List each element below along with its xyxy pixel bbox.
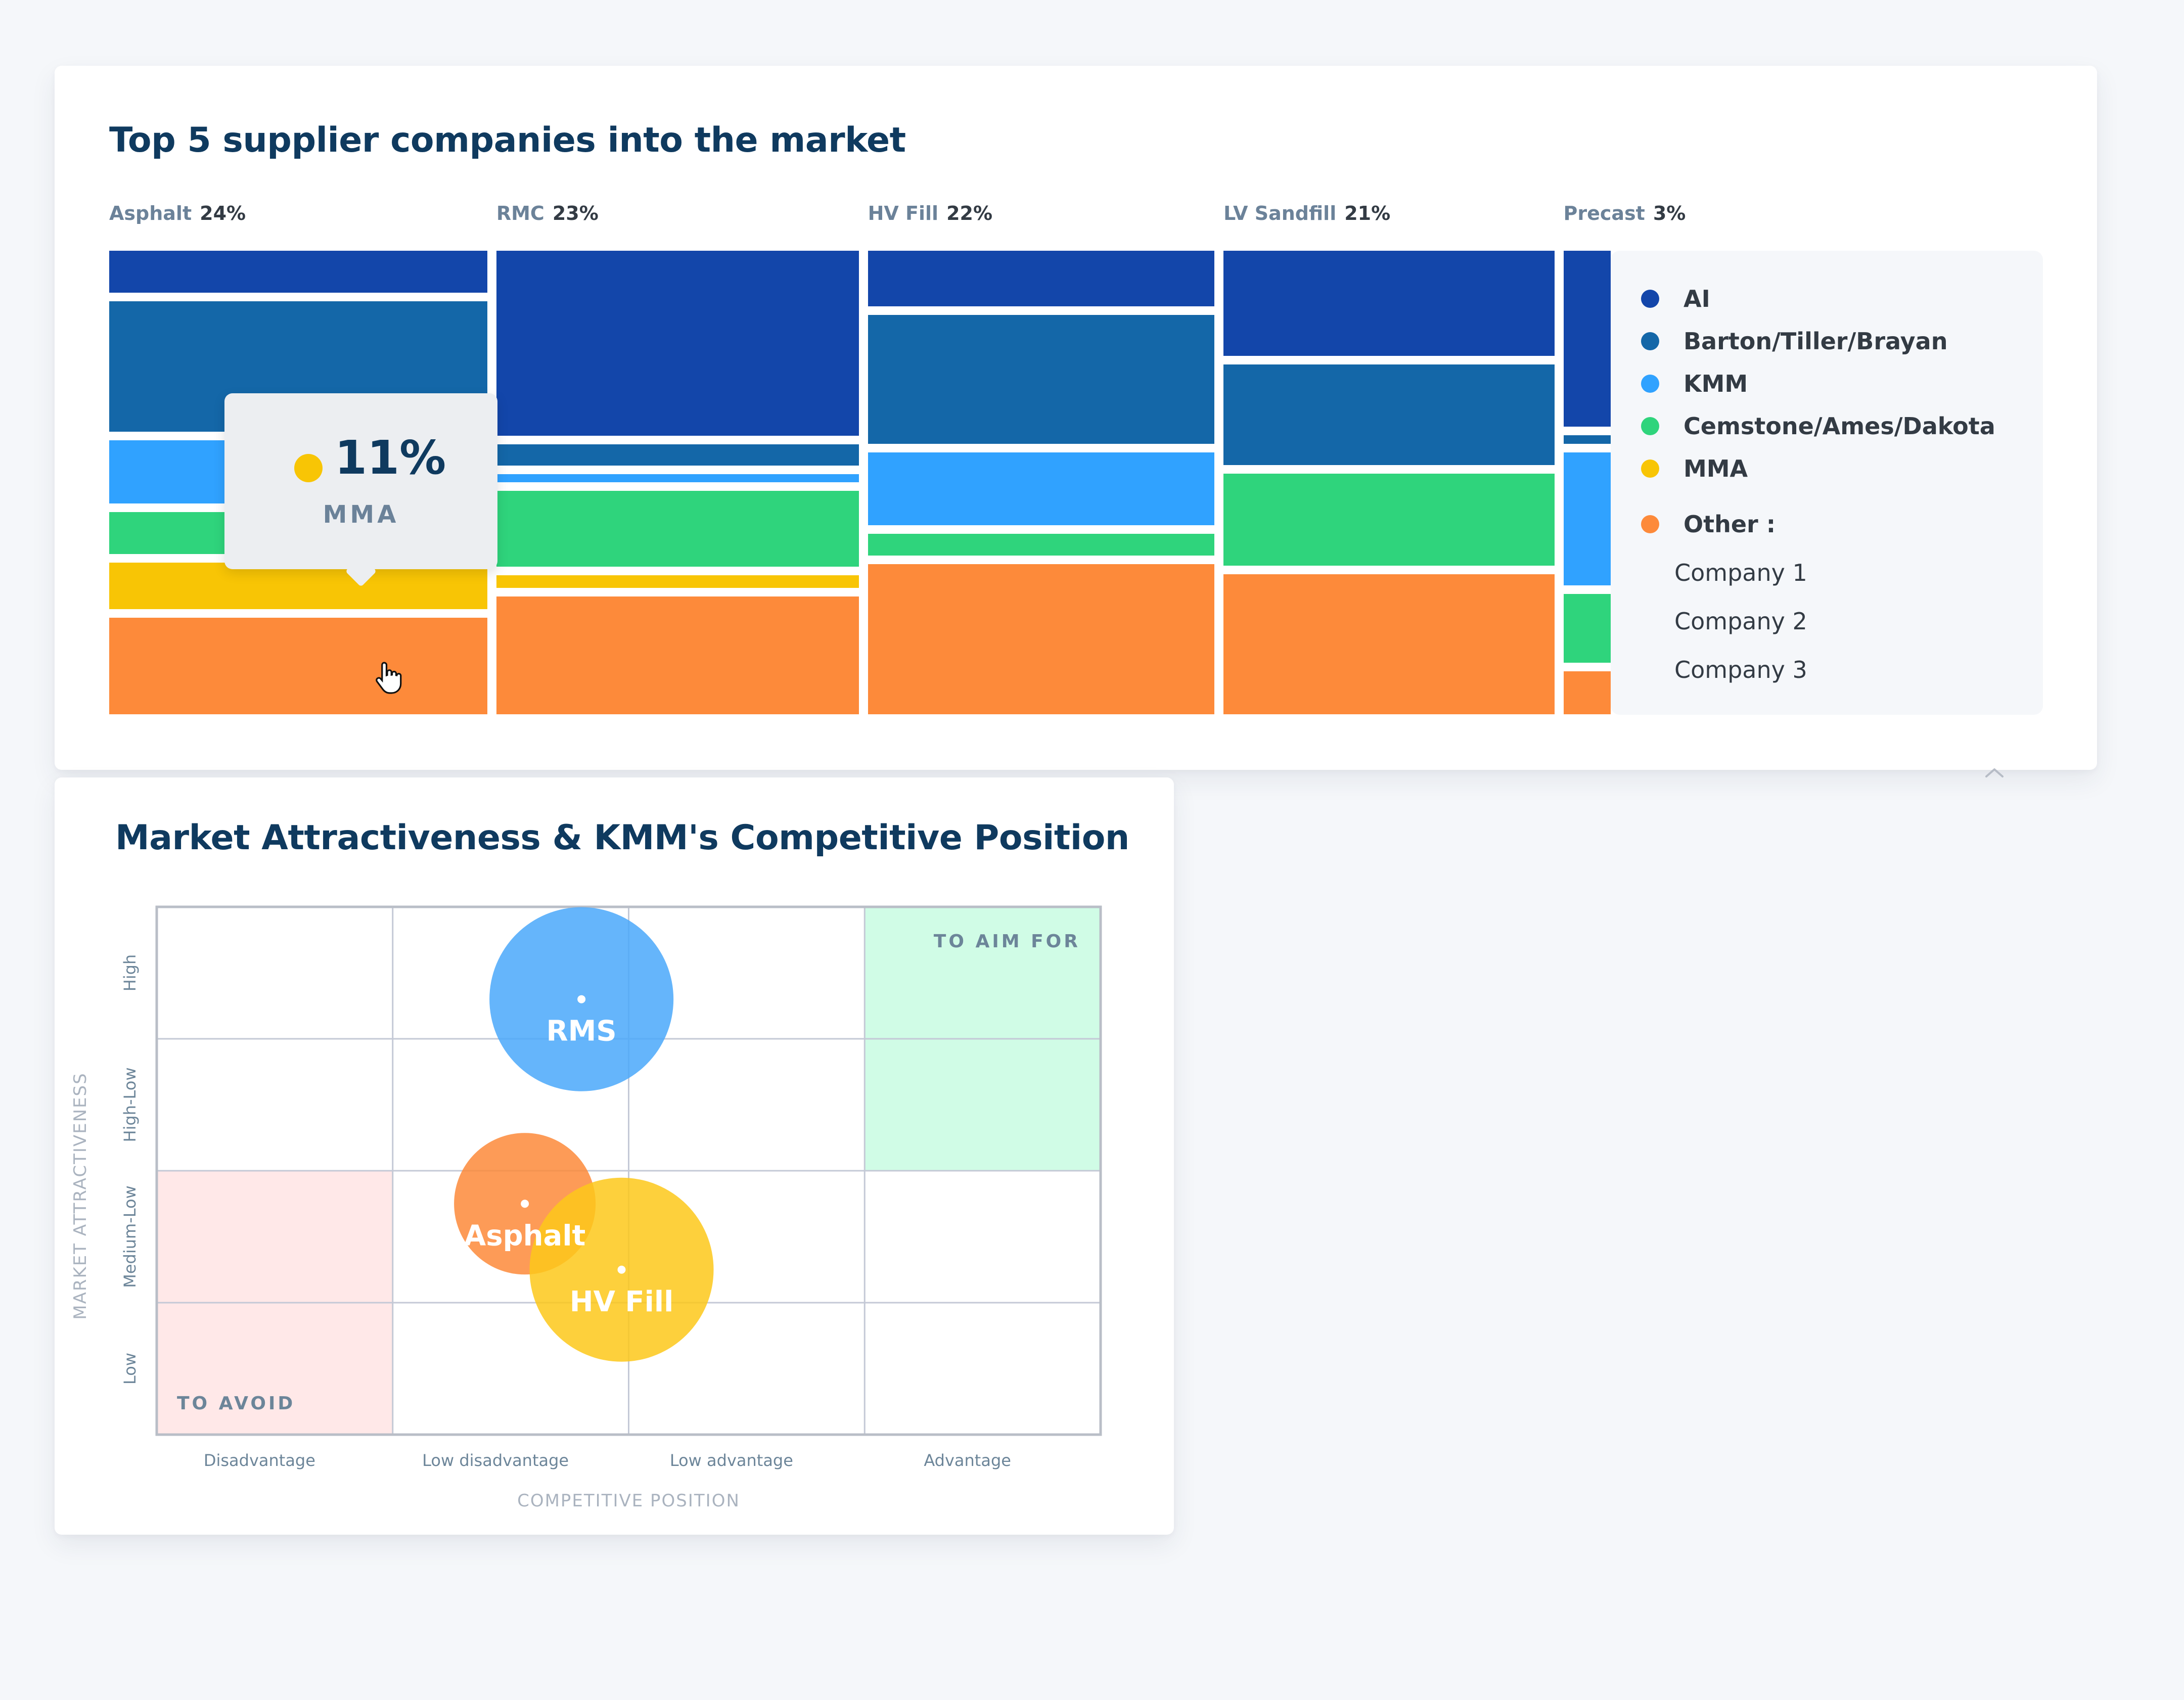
bubble-center-dot [521, 1200, 529, 1208]
column-label-lv-sandfill: LV Sandfill 21% [1223, 202, 1390, 224]
segment-rmc-mma[interactable] [496, 575, 859, 588]
legend-label: MMA [1684, 455, 1748, 482]
legend-dot-icon [1641, 417, 1659, 435]
zone-label-to-avoid: TO AVOID [177, 1393, 295, 1414]
segment-hv-fill-cemstone-ames-dakota[interactable] [868, 534, 1215, 556]
zone-label-to-aim-for: TO AIM FOR [934, 931, 1080, 952]
legend-dot-icon [1641, 332, 1659, 350]
y-tick-label: High [120, 954, 140, 992]
bubble-center-dot [577, 995, 586, 1003]
legend-other-company: Company 1 [1674, 559, 1807, 586]
bubble-label-rms: RMS [547, 1015, 617, 1048]
segment-precast-barton-tiller-brayan[interactable] [1563, 435, 1611, 444]
column-label-asphalt: Asphalt 24% [109, 202, 246, 224]
legend-item-other[interactable]: Other : [1641, 511, 1776, 538]
mekko-plot-area: Asphalt 24% RMC 23% HV Fill 22% LV Sandfill 21%… [109, 202, 1686, 714]
mekko-chart-title: Top 5 supplier companies into the market [109, 120, 906, 160]
legend-dot-icon [1641, 460, 1659, 478]
x-tick-label: Low disadvantage [422, 1451, 569, 1470]
tooltip-value: 11% [335, 431, 446, 485]
market-position-card: Market Attractiveness & KMM's Competitiv… [55, 777, 1174, 1535]
category-share: 3% [1653, 202, 1686, 224]
category-name: HV Fill [868, 202, 939, 224]
y-axis-title: MARKET ATTRACTIVENESS [70, 1072, 90, 1319]
segment-rmc-barton-tiller-brayan[interactable] [496, 444, 859, 466]
x-tick-label: Low advantage [670, 1451, 793, 1470]
column-label-rmc: RMC 23% [496, 202, 599, 224]
category-share: 22% [946, 202, 993, 224]
segment-asphalt-other[interactable] [109, 617, 487, 714]
legend-label: Other : [1684, 511, 1776, 538]
segment-lv-sandfill-ai[interactable] [1223, 251, 1555, 356]
legend-item-mma[interactable]: MMA [1641, 455, 1748, 482]
legend-item-cemstone-ames-dakota[interactable]: Cemstone/Ames/Dakota [1641, 412, 1995, 440]
segment-asphalt-ai[interactable] [109, 251, 487, 293]
segment-precast-ai[interactable] [1563, 251, 1611, 427]
legend-other-company: Company 2 [1674, 608, 1807, 635]
legend-dot-icon [1641, 290, 1659, 308]
supplier-mekko-card: Top 5 supplier companies into the market… [55, 66, 2097, 770]
category-name: LV Sandfill [1223, 202, 1337, 224]
segment-asphalt-mma[interactable] [109, 563, 487, 609]
category-name: Precast [1563, 202, 1645, 224]
tooltip-series-dot [294, 454, 323, 482]
bubble-label-asphalt: Asphalt [464, 1219, 585, 1252]
segment-hv-fill-ai[interactable] [868, 251, 1215, 307]
column-label-precast: Precast 3% [1564, 202, 1686, 224]
chevron-up-icon[interactable] [1984, 766, 2005, 778]
tooltip-series-label: MMA [323, 500, 399, 529]
segment-hv-fill-kmm[interactable] [868, 452, 1215, 526]
segment-precast-kmm[interactable] [1563, 452, 1611, 586]
segment-precast-other[interactable] [1563, 671, 1611, 714]
bubble-center-dot [617, 1265, 626, 1274]
segment-rmc-other[interactable] [496, 596, 859, 714]
segment-rmc-ai[interactable] [496, 251, 859, 436]
legend-other-company: Company 3 [1674, 656, 1807, 683]
x-tick-label: Disadvantage [204, 1451, 315, 1470]
segment-hv-fill-other[interactable] [868, 564, 1215, 714]
bubble-matrix-chart: TO AIM FOR TO AVOID RMS Asphalt HV Fill Disad… [70, 905, 1102, 1511]
category-name: Asphalt [109, 202, 192, 224]
legend-dot-icon [1641, 375, 1659, 393]
x-tick-label: Advantage [924, 1451, 1011, 1470]
hand-pointer-cursor-icon [376, 662, 402, 694]
segment-rmc-cemstone-ames-dakota[interactable] [496, 491, 859, 567]
bubble-label-hv-fill: HV Fill [570, 1285, 674, 1318]
legend-label: Cemstone/Ames/Dakota [1684, 412, 1995, 440]
category-name: RMC [496, 202, 544, 224]
legend-item-kmm[interactable]: KMM [1641, 370, 1748, 397]
category-share: 21% [1344, 202, 1391, 224]
segment-lv-sandfill-barton-tiller-brayan[interactable] [1223, 364, 1555, 465]
legend-label: Barton/Tiller/Brayan [1684, 328, 1948, 355]
segment-hv-fill-barton-tiller-brayan[interactable] [868, 315, 1215, 444]
category-share: 23% [552, 202, 599, 224]
x-axis-title: COMPETITIVE POSITION [517, 1491, 740, 1511]
legend-item-ai[interactable]: AI [1641, 285, 1710, 312]
column-label-hv-fill: HV Fill 22% [868, 202, 992, 224]
legend-label: AI [1684, 285, 1710, 312]
legend-item-barton-tiller-brayan[interactable]: Barton/Tiller/Brayan [1641, 328, 1947, 355]
legend-dot-icon [1641, 515, 1659, 533]
category-share: 24% [200, 202, 246, 224]
y-tick-label: High-Low [120, 1067, 140, 1142]
y-tick-label: Medium-Low [120, 1185, 140, 1288]
segment-lv-sandfill-cemstone-ames-dakota[interactable] [1223, 474, 1555, 566]
grid-frame [155, 905, 1102, 1436]
segment-lv-sandfill-other[interactable] [1223, 574, 1555, 714]
mekko-legend: AI Barton/Tiller/Brayan KMM Cemstone/Ames/D… [1611, 251, 2043, 715]
y-tick-label: Low [120, 1353, 140, 1385]
segment-precast-cemstone-ames-dakota[interactable] [1563, 594, 1611, 663]
matrix-chart-title: Market Attractiveness & KMM's Competitiv… [115, 818, 1129, 858]
segment-rmc-kmm[interactable] [496, 474, 859, 483]
hover-tooltip: 11% MMA [224, 393, 497, 569]
legend-label: KMM [1684, 370, 1748, 397]
